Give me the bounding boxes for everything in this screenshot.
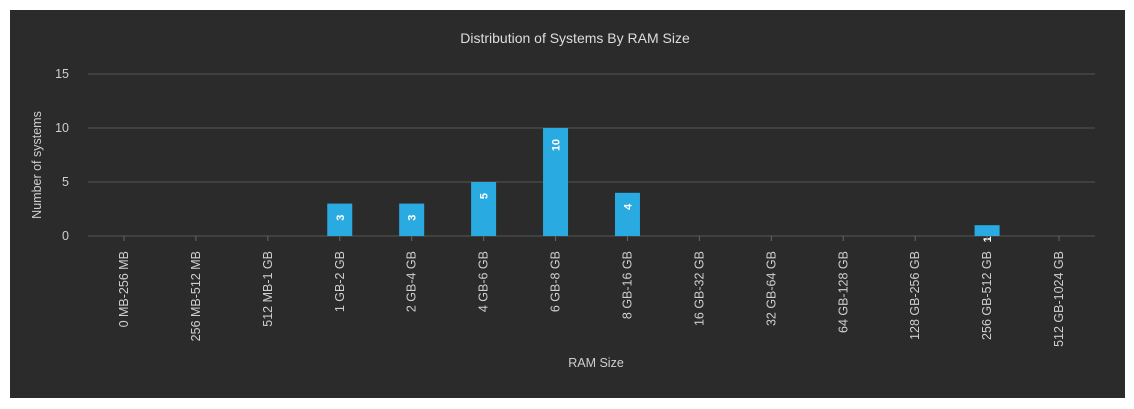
x-axis-title: RAM Size — [568, 356, 624, 370]
x-tick-label: 16 GB-32 GB — [692, 251, 706, 326]
x-tick-label: 512 GB-1024 GB — [1052, 251, 1066, 347]
y-tick-label: 5 — [62, 175, 69, 189]
data-label: 4 — [622, 203, 634, 210]
bar-chart: Distribution of Systems By RAM Size 0510… — [30, 30, 1095, 370]
data-label: 5 — [479, 193, 491, 199]
bar[interactable] — [327, 203, 353, 236]
x-tick-label: 256 GB-512 GB — [980, 251, 994, 340]
x-tick-label: 1 GB-2 GB — [333, 251, 347, 312]
x-tick-label: 512 MB-1 GB — [261, 251, 275, 327]
chart-panel: Distribution of Systems By RAM Size 0 5 10… — [10, 10, 1125, 398]
x-tick-label: 256 MB-512 MB — [189, 251, 203, 341]
y-axis-ticks: 0 5 10 15 — [55, 67, 69, 243]
y-tick-label: 0 — [62, 229, 69, 243]
y-tick-label: 10 — [55, 121, 69, 135]
data-label: 3 — [335, 215, 347, 221]
x-tick-label: 32 GB-64 GB — [764, 251, 778, 326]
bar[interactable] — [471, 182, 497, 236]
x-tick-label: 8 GB-16 GB — [620, 251, 634, 319]
gridlines — [88, 73, 1095, 237]
bar[interactable] — [614, 192, 640, 236]
x-tick-label: 2 GB-4 GB — [405, 251, 419, 312]
x-tick-label: 128 GB-256 GB — [908, 251, 922, 340]
y-tick-label: 15 — [55, 67, 69, 81]
chart-title: Distribution of Systems By RAM Size — [460, 30, 690, 46]
bar[interactable] — [543, 128, 569, 236]
x-tick-label: 0 MB-256 MB — [117, 251, 131, 327]
x-axis-ticks: 0 MB-256 MB 256 MB-512 MB 512 MB-1 GB 1 GB-… — [117, 236, 1066, 347]
x-tick-label: 64 GB-128 GB — [836, 251, 850, 333]
data-label: 3 — [407, 215, 419, 221]
x-tick-label: 6 GB-8 GB — [549, 251, 563, 312]
data-label: 10 — [551, 139, 563, 151]
bar[interactable] — [399, 203, 425, 236]
x-tick-label: 4 GB-6 GB — [477, 251, 491, 312]
y-axis-title: Number of systems — [30, 111, 44, 219]
bars: 3 3 5 10 4 1 — [327, 128, 1000, 242]
data-label: 1 — [982, 236, 994, 242]
bar[interactable] — [974, 225, 1000, 236]
